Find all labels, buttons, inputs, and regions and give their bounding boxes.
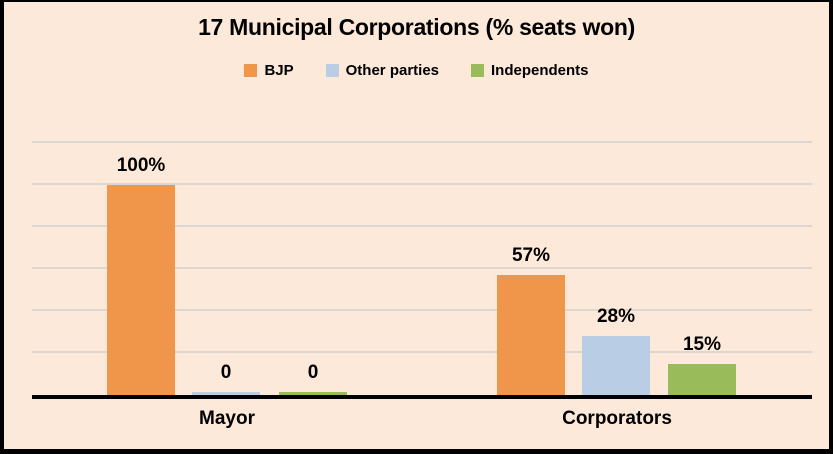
legend-item-other-parties: Other parties <box>325 62 440 79</box>
x-axis <box>32 395 812 399</box>
bar-other-parties-mayor <box>192 392 260 395</box>
legend-swatch-other-parties <box>325 64 339 77</box>
gridline-120 <box>32 141 812 143</box>
gridline-80 <box>32 225 812 227</box>
bar-value-label-other-parties-mayor: 0 <box>220 362 232 383</box>
legend: BJP Other parties Independents <box>4 62 829 79</box>
bar-value-label-bjp-corporators: 57% <box>511 245 551 267</box>
category-label-mayor: Mayor <box>199 408 255 429</box>
legend-label: Independents <box>491 62 589 79</box>
legend-item-bjp: BJP <box>244 62 294 79</box>
gridline-40 <box>32 309 812 311</box>
chart-canvas: 17 Municipal Corporations (% seats won) … <box>4 2 829 449</box>
legend-item-independents: Independents <box>471 62 589 79</box>
bar-independents-mayor <box>279 392 347 395</box>
chart-title: 17 Municipal Corporations (% seats won) <box>198 14 635 40</box>
bar-value-label-independents-corporators: 15% <box>682 333 722 355</box>
plot-area: 100% 0 0 Mayor 57% 28% 15% Corporators <box>32 141 812 429</box>
gridline-100 <box>32 183 812 185</box>
bar-other-parties-corporators <box>582 336 650 395</box>
category-label-corporators: Corporators <box>562 408 672 429</box>
legend-swatch-independents <box>471 64 485 77</box>
bar-bjp-corporators <box>497 275 565 395</box>
bar-bjp-mayor <box>107 185 175 395</box>
legend-swatch-bjp <box>244 64 258 77</box>
gridline-20 <box>32 351 812 353</box>
bar-value-label-other-parties-corporators: 28% <box>596 306 636 328</box>
bar-independents-corporators <box>668 363 736 395</box>
legend-label: BJP <box>264 62 294 79</box>
gridline-60 <box>32 267 812 269</box>
bar-value-label-independents-mayor: 0 <box>307 362 319 383</box>
bar-value-label-bjp-mayor: 100% <box>116 155 166 176</box>
legend-label: Other parties <box>345 62 440 79</box>
